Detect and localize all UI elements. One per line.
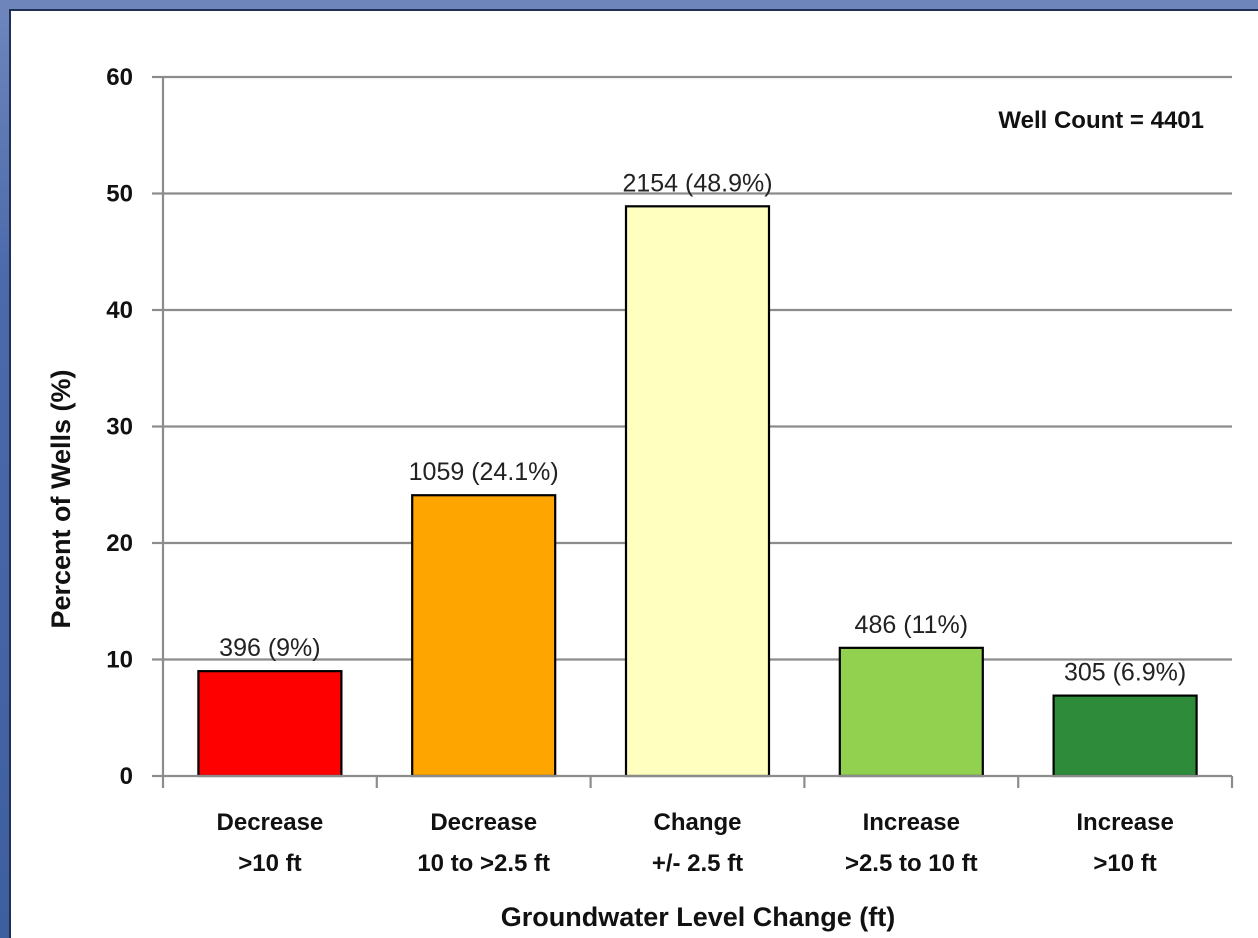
x-category-label: Decrease xyxy=(217,809,324,836)
y-tick-label: 0 xyxy=(120,763,133,790)
x-category-label: Increase xyxy=(863,809,960,836)
x-category-label: 10 to >2.5 ft xyxy=(417,850,550,877)
data-label: 2154 (48.9%) xyxy=(622,169,772,197)
y-axis-ticks: 0 10 20 30 40 50 60 xyxy=(106,64,163,790)
data-label: 396 (9%) xyxy=(219,634,320,662)
y-tick-label: 20 xyxy=(106,530,133,557)
bar xyxy=(197,670,343,778)
x-category-label: +/- 2.5 ft xyxy=(652,850,743,877)
x-category-label: Increase xyxy=(1076,809,1173,836)
x-category-label: Decrease xyxy=(430,809,537,836)
x-category-label: Change xyxy=(653,809,741,836)
x-category-label: >2.5 to 10 ft xyxy=(845,850,978,877)
x-axis-categories: Decrease >10 ft Decrease 10 to >2.5 ft Chang… xyxy=(217,809,1174,877)
bar xyxy=(1052,694,1198,778)
bars xyxy=(197,205,1198,778)
y-tick-label: 50 xyxy=(106,181,133,208)
data-labels: 396 (9%) 1059 (24.1%) 2154 (48.9%) 486 (11%… xyxy=(219,169,1186,686)
y-tick-label: 40 xyxy=(106,297,133,324)
data-label: 305 (6.9%) xyxy=(1064,659,1186,687)
bar xyxy=(838,646,984,778)
x-axis-title: Groundwater Level Change (ft) xyxy=(501,902,896,932)
bar xyxy=(624,205,771,778)
y-tick-label: 10 xyxy=(106,647,133,674)
axes xyxy=(161,77,1234,788)
y-tick-label: 30 xyxy=(106,414,133,441)
data-label: 486 (11%) xyxy=(855,611,969,639)
bar xyxy=(411,494,557,778)
x-category-label: >10 ft xyxy=(238,850,301,877)
data-label: 1059 (24.1%) xyxy=(409,458,559,486)
well-count-annotation: Well Count = 4401 xyxy=(998,107,1204,134)
y-tick-label: 60 xyxy=(106,64,133,91)
x-category-label: >10 ft xyxy=(1093,850,1156,877)
y-axis-title: Percent of Wells (%) xyxy=(46,369,76,628)
